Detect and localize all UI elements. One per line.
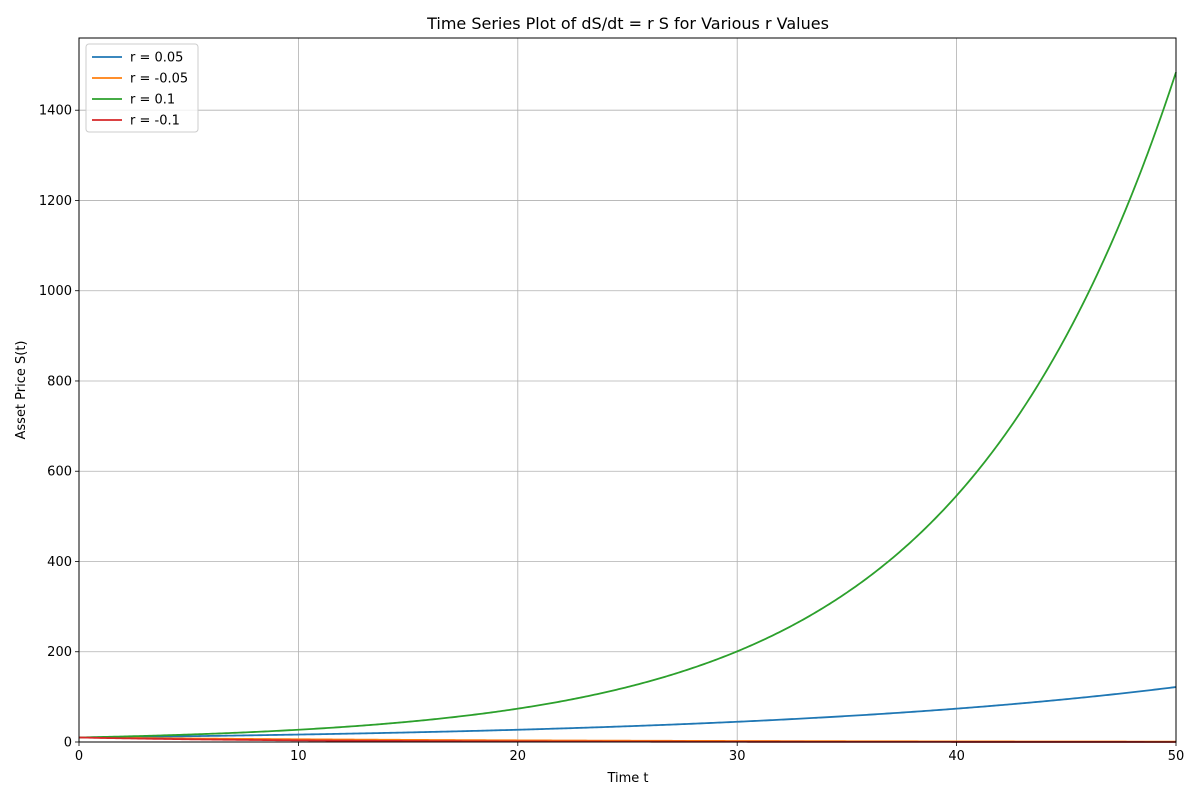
y-tick-label: 800 xyxy=(47,374,72,389)
y-tick-label: 1000 xyxy=(39,284,72,299)
axis-ticks: 0 10 20 30 40 50 0 200 400 600 800 1000 1200 1400 xyxy=(39,104,1184,764)
legend-box xyxy=(85,43,199,133)
legend-label-2: r = -0.05 xyxy=(130,72,188,87)
x-tick-label: 0 xyxy=(75,749,83,764)
series-line-1 xyxy=(78,686,1177,739)
legend-label-1: r = 0.05 xyxy=(130,51,183,66)
x-tick-label: 40 xyxy=(948,749,965,764)
y-axis-label: Asset Price S(t) xyxy=(14,340,29,439)
x-tick-label: 30 xyxy=(729,749,746,764)
y-tick-label: 1200 xyxy=(39,194,72,209)
legend-label-4: r = -0.1 xyxy=(130,114,180,129)
legend-label-3: r = 0.1 xyxy=(130,93,175,108)
legend: r = 0.05 r = -0.05 r = 0.1 r = -0.1 xyxy=(85,43,199,133)
x-axis-label: Time t xyxy=(606,771,648,786)
x-tick-label: 20 xyxy=(510,749,527,764)
chart-title: Time Series Plot of dS/dt = r S for Vari… xyxy=(426,14,829,33)
y-tick-label: 1400 xyxy=(39,104,72,119)
y-tick-label: 600 xyxy=(47,465,72,480)
x-tick-label: 10 xyxy=(290,749,307,764)
y-tick-label: 0 xyxy=(64,736,72,751)
grid-lines xyxy=(78,38,1177,743)
x-tick-label: 50 xyxy=(1168,749,1185,764)
y-tick-label: 400 xyxy=(47,555,72,570)
y-tick-label: 200 xyxy=(47,645,72,660)
series-line-3 xyxy=(78,71,1177,739)
plot-area-frame xyxy=(78,37,1177,743)
